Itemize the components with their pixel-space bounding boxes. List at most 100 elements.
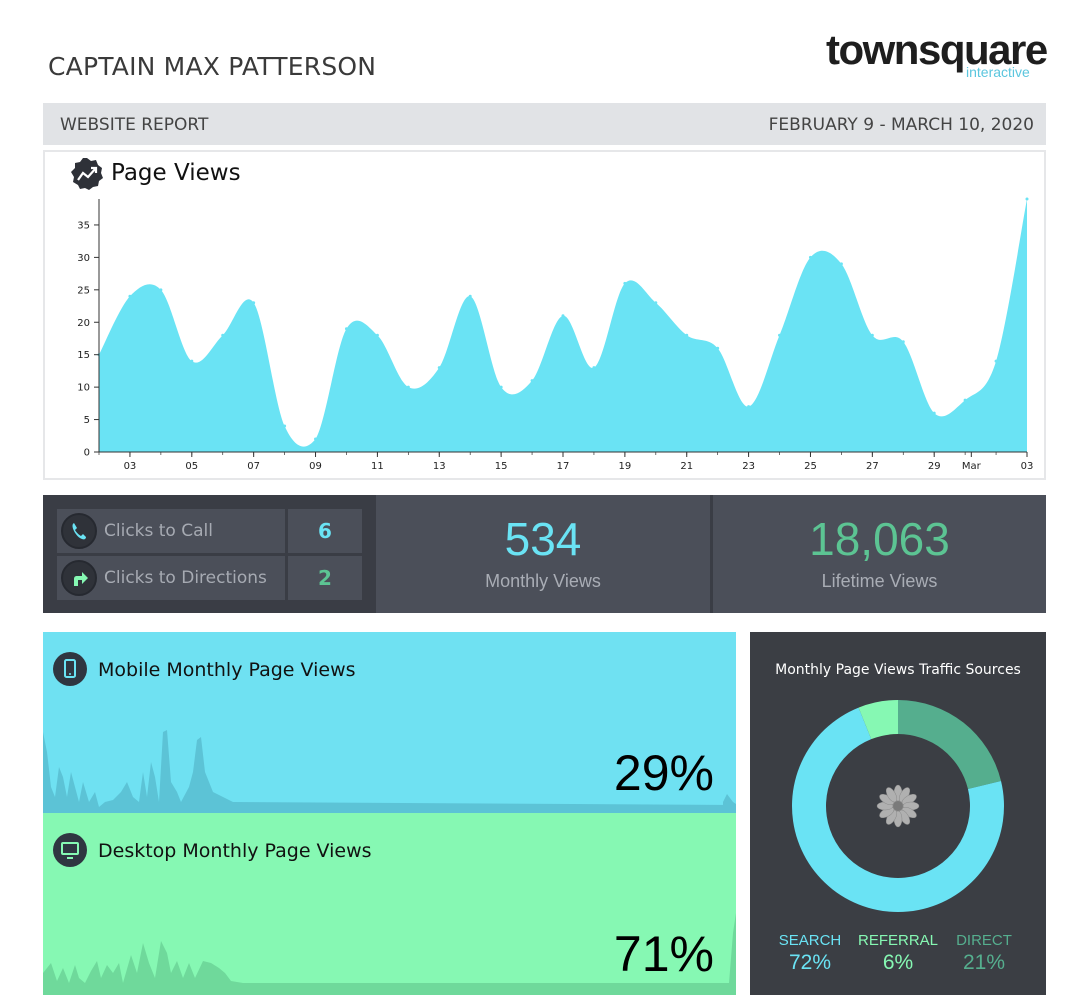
data-point (778, 333, 782, 337)
data-point (159, 288, 163, 292)
data-point (252, 301, 256, 305)
x-tick-label: 29 (928, 461, 941, 472)
directions-arrow-icon (61, 560, 97, 596)
x-tick-label: 07 (247, 461, 260, 472)
data-point (468, 294, 472, 298)
x-tick-label: 19 (618, 461, 631, 472)
report-bar: WEBSITE REPORT FEBRUARY 9 - MARCH 10, 20… (43, 103, 1046, 145)
data-point (716, 346, 720, 350)
x-tick-label: 23 (742, 461, 755, 472)
y-tick-label: 0 (84, 448, 90, 459)
data-point (314, 437, 318, 441)
data-point (344, 327, 348, 331)
x-tick-label: 15 (495, 461, 508, 472)
monthly-views-block: 534 Monthly Views (376, 495, 710, 613)
legend-search-value: 72% (788, 951, 832, 974)
donut-slice-search (792, 707, 1004, 912)
data-point (963, 398, 967, 402)
data-point (1025, 197, 1029, 201)
logo-sub-text: interactive (966, 64, 1030, 80)
data-point (747, 405, 751, 409)
data-point (221, 333, 225, 337)
x-tick-label: 03 (1021, 461, 1034, 472)
clicks-to-call-value: 6 (288, 509, 362, 553)
desktop-views-panel: Desktop Monthly Page Views 71% (43, 813, 736, 995)
report-date-range: FEBRUARY 9 - MARCH 10, 2020 (768, 115, 1034, 135)
donut-slice-direct (898, 700, 1002, 790)
legend-referral-value: 6% (882, 951, 914, 974)
desktop-views-percent: 71% (613, 926, 714, 982)
lifetime-views-block: 18,063 Lifetime Views (713, 495, 1046, 613)
lifetime-views-value: 18,063 (809, 513, 950, 565)
monthly-views-label: Monthly Views (485, 571, 601, 591)
y-tick-label: 30 (77, 253, 90, 264)
x-tick-label: 21 (680, 461, 693, 472)
phone-icon (53, 652, 87, 686)
data-point (530, 379, 534, 383)
legend-search-label: SEARCH (778, 932, 842, 949)
flower-icon (876, 784, 920, 828)
townsquare-logo[interactable]: townsquare interactive (826, 28, 1048, 84)
x-tick-label: 11 (371, 461, 384, 472)
donut-slice-referral (858, 700, 898, 740)
lifetime-views-label: Lifetime Views (821, 571, 938, 591)
mobile-views-panel: Mobile Monthly Page Views 29% (43, 632, 736, 813)
legend-direct: DIRECT 21% (939, 932, 1029, 975)
flower-petal (885, 787, 898, 803)
x-tick-label: 09 (309, 461, 322, 472)
clicks-to-directions-row: Clicks to Directions 2 (57, 556, 362, 600)
data-point (932, 411, 936, 415)
traffic-sources-donut (792, 700, 1004, 912)
page-views-title: Page Views (111, 160, 241, 186)
y-tick-label: 35 (77, 220, 90, 231)
mobile-views-title: Mobile Monthly Page Views (98, 659, 356, 681)
legend-direct-value: 21% (962, 951, 1006, 974)
data-point (870, 333, 874, 337)
data-point (128, 294, 132, 298)
data-point (283, 424, 287, 428)
data-point (654, 301, 658, 305)
clicks-panel: Clicks to Call 6 Clicks to Directions 2 (43, 495, 376, 613)
x-tick-label: 05 (185, 461, 198, 472)
y-tick-label: 20 (77, 318, 90, 329)
x-tick-label: 27 (866, 461, 879, 472)
trend-badge-icon (71, 158, 103, 190)
y-tick-label: 15 (77, 350, 90, 361)
legend-search: SEARCH 72% (765, 932, 855, 975)
clicks-to-directions-label: Clicks to Directions (104, 568, 267, 588)
data-point (406, 385, 410, 389)
clicks-to-call-row: Clicks to Call 6 (57, 509, 362, 553)
report-label: WEBSITE REPORT (60, 115, 209, 135)
desktop-sparkline (43, 913, 736, 995)
clicks-to-directions-value: 2 (288, 556, 362, 600)
page-views-area (99, 199, 1027, 452)
clicks-to-call-label: Clicks to Call (104, 521, 213, 541)
data-point (190, 359, 194, 363)
clicks-to-directions-label-box: Clicks to Directions (57, 556, 285, 600)
client-name: CAPTAIN MAX PATTERSON (48, 52, 377, 81)
y-tick-label: 25 (77, 285, 90, 296)
legend-referral: REFERRAL 6% (853, 932, 943, 975)
mobile-sparkline (43, 730, 736, 813)
clicks-to-call-label-box: Clicks to Call (57, 509, 285, 553)
monitor-icon (53, 833, 87, 867)
traffic-sources-panel: Monthly Page Views Traffic Sources SEARC… (750, 632, 1046, 995)
data-point (499, 385, 503, 389)
data-point (437, 366, 441, 370)
y-tick-label: 5 (84, 415, 90, 426)
traffic-sources-title: Monthly Page Views Traffic Sources (775, 662, 1021, 678)
data-point (685, 333, 689, 337)
monthly-views-value: 534 (504, 513, 582, 565)
legend-direct-label: DIRECT (956, 932, 1012, 949)
phone-call-icon (61, 513, 97, 549)
x-tick-label: 03 (124, 461, 137, 472)
data-point (901, 340, 905, 344)
x-tick-label: Mar (962, 461, 982, 472)
data-point (808, 255, 812, 259)
x-tick-label: 17 (557, 461, 570, 472)
data-point (561, 314, 565, 318)
desktop-views-title: Desktop Monthly Page Views (98, 840, 372, 862)
stats-row: Clicks to Call 6 Clicks to Directions 2 … (43, 495, 1046, 613)
data-point (623, 281, 627, 285)
